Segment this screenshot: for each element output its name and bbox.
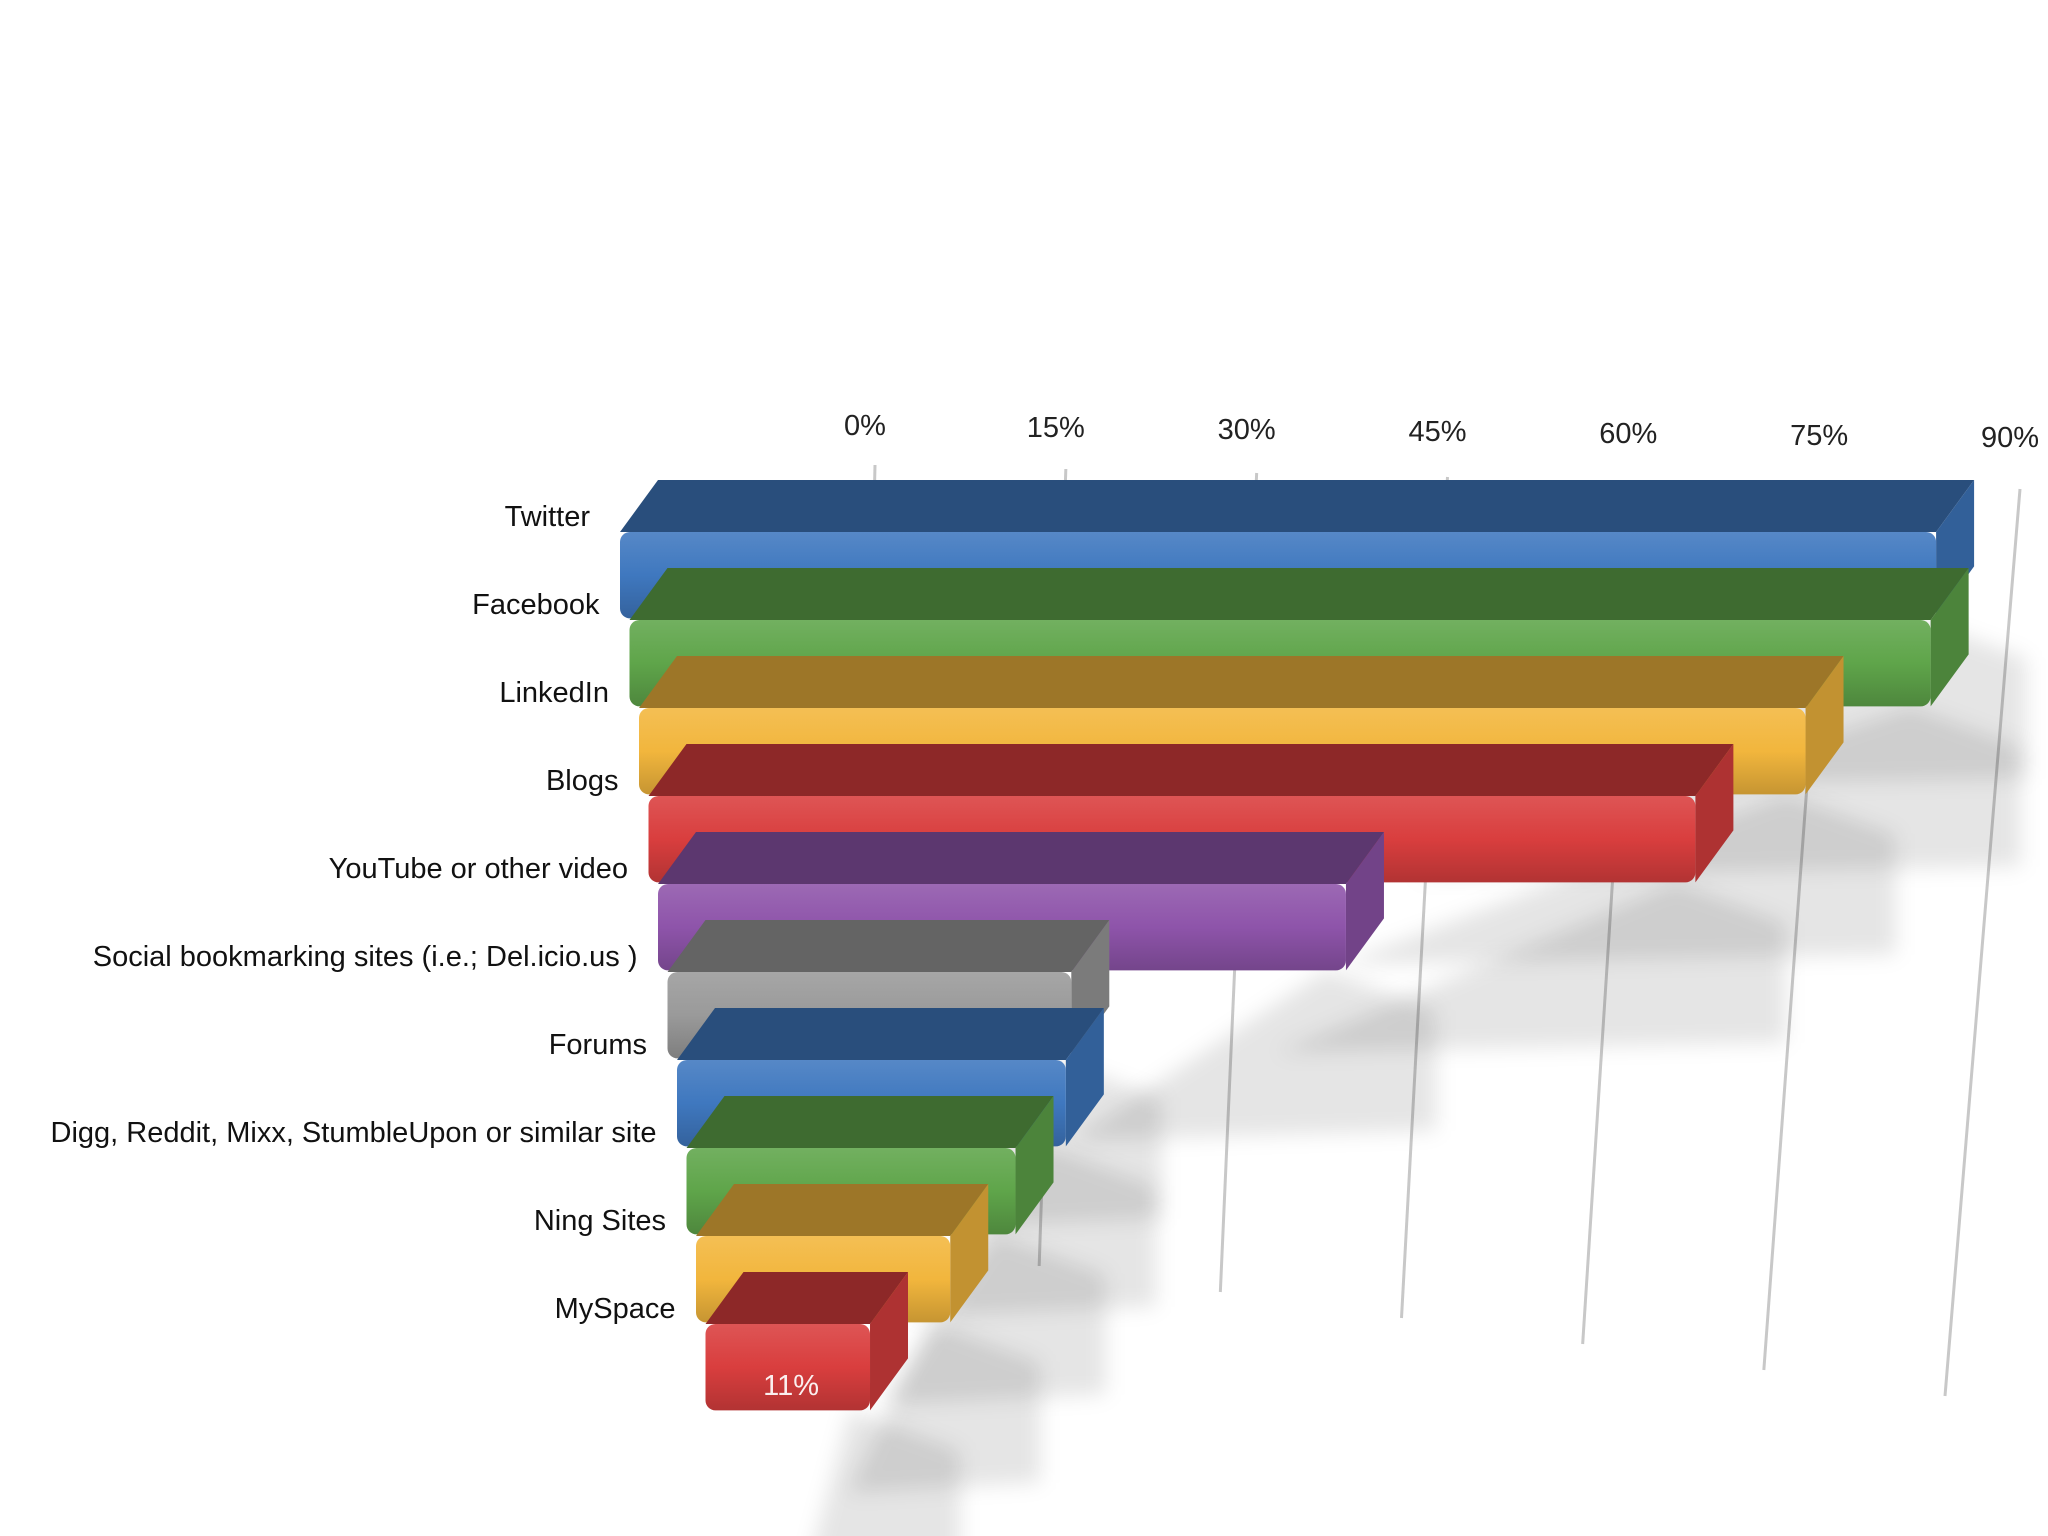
x-tick-label: 60% (1599, 418, 1657, 450)
bar-top-face (639, 656, 1844, 708)
x-tick-label: 15% (1027, 412, 1085, 444)
bar-top-face (696, 1184, 989, 1236)
x-axis-ticks: 0% 15% 30% 45% 60% 75% 90% (844, 410, 2039, 454)
bar-top-face (658, 832, 1384, 884)
bar-end-face (1015, 1096, 1054, 1235)
bar-top-face (620, 480, 1975, 532)
x-tick-label: 45% (1408, 416, 1466, 448)
x-tick-label: 75% (1790, 420, 1848, 452)
category-label: LinkedIn (499, 677, 609, 709)
bar-end-face (1805, 656, 1844, 795)
category-label: Blogs (546, 765, 619, 797)
bar-front-face (705, 1324, 871, 1411)
bar-end-face (870, 1272, 909, 1411)
bar-top-face (677, 1008, 1104, 1060)
category-label: YouTube or other video (329, 853, 628, 885)
bar-top-face (648, 744, 1734, 796)
category-label: Social bookmarking sites (i.e.; Del.icio… (93, 941, 638, 973)
bar-end-face (1930, 568, 1969, 707)
bars: 88%87%78%70%46%27%26%22%17%11% (620, 480, 1975, 1411)
bar: 11% (705, 1272, 909, 1411)
category-label: MySpace (555, 1293, 676, 1325)
x-tick-label: 30% (1218, 414, 1276, 446)
category-label: Facebook (472, 589, 600, 621)
bar-end-face (1065, 1008, 1104, 1147)
bar-shadow (816, 1410, 961, 1536)
category-label: Twitter (505, 501, 591, 533)
bar-end-face (1345, 832, 1384, 971)
bar-top-face (667, 920, 1110, 972)
bar-top-face (629, 568, 1969, 620)
category-label: Ning Sites (534, 1205, 666, 1237)
category-labels: Twitter Facebook LinkedIn Blogs YouTube or o… (51, 501, 676, 1325)
bar-shadow (1070, 970, 1436, 1141)
category-label: Digg, Reddit, Mixx, StumbleUpon or simil… (51, 1117, 657, 1149)
bar-end-face (1695, 744, 1734, 883)
bar-top-face (705, 1272, 909, 1324)
x-tick-label: 0% (844, 410, 886, 442)
bar-top-face (686, 1096, 1054, 1148)
x-tick-label: 90% (1981, 422, 2039, 454)
bar-value-label: 11% (763, 1370, 819, 1402)
category-label: Forums (549, 1029, 647, 1061)
bar-end-face (950, 1184, 989, 1323)
gridline (1943, 488, 2022, 1397)
